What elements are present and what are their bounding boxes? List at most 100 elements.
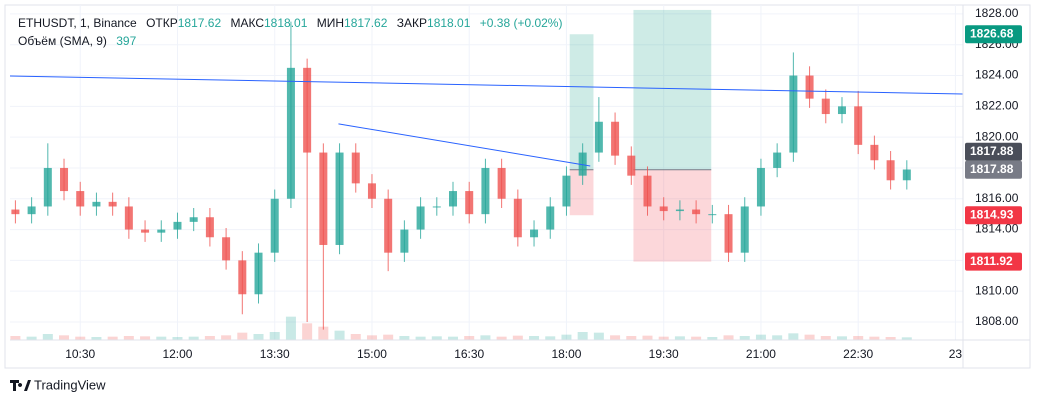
candle-body (594, 121, 603, 153)
volume-bar (853, 336, 864, 340)
volume-bar (869, 336, 880, 340)
price-label-box (965, 252, 1022, 271)
volume-bar (156, 336, 167, 340)
candle-body (837, 106, 846, 115)
volume-bar (836, 336, 847, 340)
volume-bar (545, 336, 556, 340)
volume-bar (415, 336, 426, 340)
volume-bar (804, 334, 815, 340)
open-label: ОТКР (146, 16, 178, 30)
candle-body (189, 217, 198, 222)
volume-bar (123, 336, 134, 340)
price-label-box (965, 25, 1022, 44)
volume-bar (691, 336, 702, 340)
volume-bar (334, 330, 345, 340)
candle-body (449, 191, 458, 207)
logo-icon (10, 380, 31, 391)
candle-body (92, 201, 101, 207)
position-stop (569, 169, 594, 216)
candle-body (319, 152, 328, 245)
legend-header: ETHUSDT, 1, Binance ОТКР1817.62 МАКС1818… (18, 16, 562, 48)
volume-bar (318, 326, 329, 340)
candle-body (157, 229, 166, 233)
volume-bar (366, 335, 377, 340)
volume-line: Объём (SMA, 9) 397 (18, 34, 137, 48)
candle-body (675, 209, 684, 212)
volume-bar (496, 336, 507, 340)
volume-bar (26, 336, 37, 340)
candle-body (432, 206, 441, 208)
candle-body (465, 191, 474, 215)
x-tick-label: 21:00 (746, 347, 776, 361)
candle-body (562, 175, 571, 207)
volume-bar (755, 334, 766, 340)
candle-body (384, 198, 393, 253)
plot-area (10, 9, 963, 340)
x-tick-label: 13:30 (260, 347, 290, 361)
candle-body (400, 229, 409, 253)
volume-bar (10, 336, 21, 340)
x-tick-label: 10:30 (65, 347, 95, 361)
volume-bar (448, 336, 459, 340)
candle-body (578, 152, 587, 176)
candle-body (627, 155, 636, 176)
candle-body (692, 209, 701, 215)
candle-body (238, 260, 247, 295)
candle-body (497, 167, 506, 199)
candle-body (27, 206, 36, 215)
close-label: ЗАКР (397, 16, 427, 30)
volume-bar (788, 333, 799, 340)
candle-body (11, 209, 20, 215)
volume-bar (253, 334, 264, 340)
candle-body (43, 167, 52, 207)
open-value: 1817.62 (178, 16, 222, 30)
volume-bar (269, 332, 280, 340)
price-label-box (965, 142, 1022, 161)
volume-bar (107, 336, 118, 340)
candle-body (513, 198, 522, 238)
volume-bar (561, 334, 572, 340)
candle-body (351, 152, 360, 184)
header-line: ETHUSDT, 1, Binance ОТКР1817.62 МАКС1818… (18, 16, 562, 30)
candle-body (205, 217, 214, 238)
trendline (10, 75, 963, 95)
candle-body (416, 206, 425, 230)
position-target (569, 34, 594, 170)
volume-bar (772, 335, 783, 340)
volume-bar (674, 336, 685, 340)
candle-body (60, 167, 69, 192)
x-tick-label: 15:00 (357, 347, 387, 361)
brand-logo[interactable]: TradingView (10, 377, 106, 392)
volume-bar (399, 336, 410, 340)
close-value: 1818.01 (427, 16, 471, 30)
y-tick-label: 1828.00 (975, 6, 1019, 20)
candle-body (303, 67, 312, 153)
volume-bar (885, 337, 896, 340)
low-value: 1817.62 (344, 16, 388, 30)
candle-body (740, 206, 749, 253)
y-tick-label: 1810.00 (975, 283, 1019, 297)
volume-bar (188, 336, 199, 340)
candle-body (124, 206, 133, 230)
low-label: МИН (317, 16, 344, 30)
price-label-box (965, 160, 1022, 179)
candle-body (805, 75, 814, 99)
price-label: 1814.93 (970, 207, 1014, 221)
price-label: 1811.92 (970, 254, 1013, 268)
brand-name: TradingView (34, 377, 106, 392)
price-label: 1817.88 (970, 144, 1014, 158)
candle-body (724, 214, 733, 253)
volume-bar (464, 336, 475, 340)
candle-body (886, 160, 895, 181)
volume-value: 397 (116, 34, 136, 48)
candle-body (367, 183, 376, 199)
y-tick-label: 1816.00 (975, 191, 1019, 205)
candle-body (870, 144, 879, 161)
high-value: 1818.01 (264, 16, 308, 30)
trendline (338, 123, 591, 167)
candle-body (254, 252, 263, 295)
volume-bar (431, 336, 442, 340)
volume-bar (237, 332, 248, 340)
x-tick-label: 18:00 (551, 347, 581, 361)
